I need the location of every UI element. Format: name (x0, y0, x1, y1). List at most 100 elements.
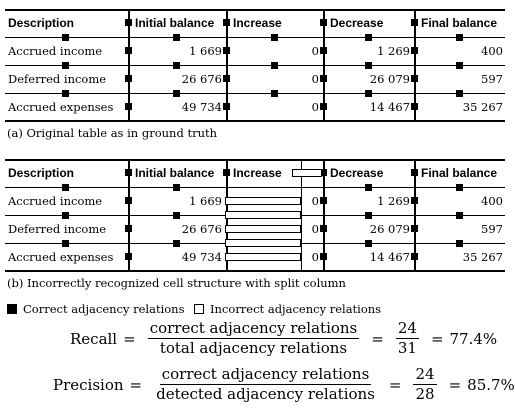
cell-increase: 0 (311, 250, 319, 264)
correct-relation-marker (365, 184, 372, 191)
cell-decrease: 26 079 (369, 72, 410, 86)
correct-relation-marker (411, 19, 418, 26)
correct-relation-marker (125, 169, 132, 176)
recall-result: 77.4% (449, 329, 498, 348)
caption-b: (b) Incorrectly recognized cell structur… (7, 276, 346, 290)
cell-final-balance: 597 (481, 72, 503, 86)
correct-relation-marker (173, 62, 180, 69)
equals-sign: = (371, 329, 384, 348)
correct-relation-marker (320, 47, 327, 54)
correct-relation-marker (223, 19, 230, 26)
header-final-balance: Final balance (421, 16, 498, 30)
correct-relation-marker (271, 90, 278, 97)
correct-relation-marker (125, 253, 132, 260)
cell-initial-balance: 26 676 (181, 72, 222, 86)
correct-relation-marker (125, 103, 132, 110)
correct-relation-marker (411, 75, 418, 82)
cell-initial-balance: 49 734 (181, 250, 222, 264)
column-divider (414, 159, 416, 272)
correct-relation-marker (365, 240, 372, 247)
correct-relation-marker (365, 90, 372, 97)
equals-sign: = (129, 375, 143, 394)
incorrect-relation-marker (225, 239, 301, 247)
correct-relation-marker (320, 19, 327, 26)
correct-relation-marker (411, 225, 418, 232)
header-initial-balance: Initial balance (135, 166, 215, 180)
correct-relation-marker (411, 103, 418, 110)
cell-decrease: 1 269 (377, 194, 410, 208)
recall-label: Recall (70, 329, 118, 348)
column-divider (226, 9, 228, 122)
filled-square-icon (7, 304, 17, 314)
column-divider (323, 159, 325, 272)
table-rule (5, 65, 505, 66)
column-divider (323, 9, 325, 122)
recall-value-numerator: 24 (395, 319, 419, 339)
incorrect-relation-marker (225, 211, 301, 219)
correct-relation-marker (62, 62, 69, 69)
column-divider (414, 9, 416, 122)
table-rule (5, 120, 505, 122)
cell-description: Accrued income (8, 44, 103, 58)
correct-relation-marker (411, 47, 418, 54)
correct-relation-marker (173, 240, 180, 247)
precision-value-numerator: 24 (413, 365, 437, 385)
header-final-balance: Final balance (421, 166, 498, 180)
correct-relation-marker (223, 47, 230, 54)
equals-sign: = (430, 329, 444, 348)
cell-final-balance: 400 (481, 194, 503, 208)
cell-initial-balance: 1 669 (189, 194, 222, 208)
correct-relation-marker (411, 253, 418, 260)
legend-correct: Correct adjacency relations (7, 302, 185, 316)
correct-relation-marker (173, 212, 180, 219)
incorrect-relation-marker (225, 197, 301, 205)
correct-relation-marker (320, 253, 327, 260)
cell-initial-balance: 49 734 (181, 100, 222, 114)
correct-relation-marker (62, 240, 69, 247)
correct-relation-marker (125, 75, 132, 82)
cell-final-balance: 35 267 (462, 100, 503, 114)
correct-relation-marker (62, 90, 69, 97)
correct-relation-marker (365, 212, 372, 219)
correct-relation-marker (411, 197, 418, 204)
recall-fraction: correct adjacency relations total adjace… (147, 320, 360, 357)
correct-relation-marker (411, 169, 418, 176)
cell-increase: 0 (311, 100, 319, 114)
cell-initial-balance: 1 669 (189, 44, 222, 58)
correct-relation-marker (125, 47, 132, 54)
precision-value-fraction: 24 28 (413, 365, 437, 403)
equals-sign: = (448, 375, 462, 394)
table-rule (5, 187, 505, 188)
table-rule (5, 9, 505, 11)
correct-relation-marker (320, 197, 327, 204)
correct-relation-marker (320, 103, 327, 110)
header-initial-balance: Initial balance (135, 16, 215, 30)
cell-decrease: 14 467 (369, 250, 410, 264)
recall-value-denominator: 31 (397, 339, 417, 357)
correct-relation-marker (320, 169, 327, 176)
table-rule (5, 159, 505, 161)
precision-fraction: correct adjacency relations detected adj… (154, 366, 377, 403)
column-divider (128, 159, 130, 272)
correct-relation-marker (271, 34, 278, 41)
correct-relation-marker (223, 103, 230, 110)
cell-initial-balance: 26 676 (181, 222, 222, 236)
correct-relation-marker (456, 34, 463, 41)
table-rule (5, 270, 505, 272)
correct-relation-marker (62, 34, 69, 41)
legend-incorrect: Incorrect adjacency relations (194, 302, 381, 316)
header-description: Description (8, 166, 75, 180)
legend-incorrect-label: Incorrect adjacency relations (210, 302, 382, 316)
equals-sign: = (123, 329, 136, 348)
cell-decrease: 26 079 (369, 222, 410, 236)
correct-relation-marker (125, 197, 132, 204)
correct-relation-marker (456, 212, 463, 219)
correct-relation-marker (173, 90, 180, 97)
incorrect-relation-marker (292, 169, 322, 177)
correct-relation-marker (456, 90, 463, 97)
incorrect-relation-marker (225, 225, 301, 233)
incorrect-relation-marker (225, 253, 301, 261)
precision-value-denominator: 28 (415, 385, 435, 403)
correct-relation-marker (173, 184, 180, 191)
cell-description: Deferred income (8, 222, 107, 236)
